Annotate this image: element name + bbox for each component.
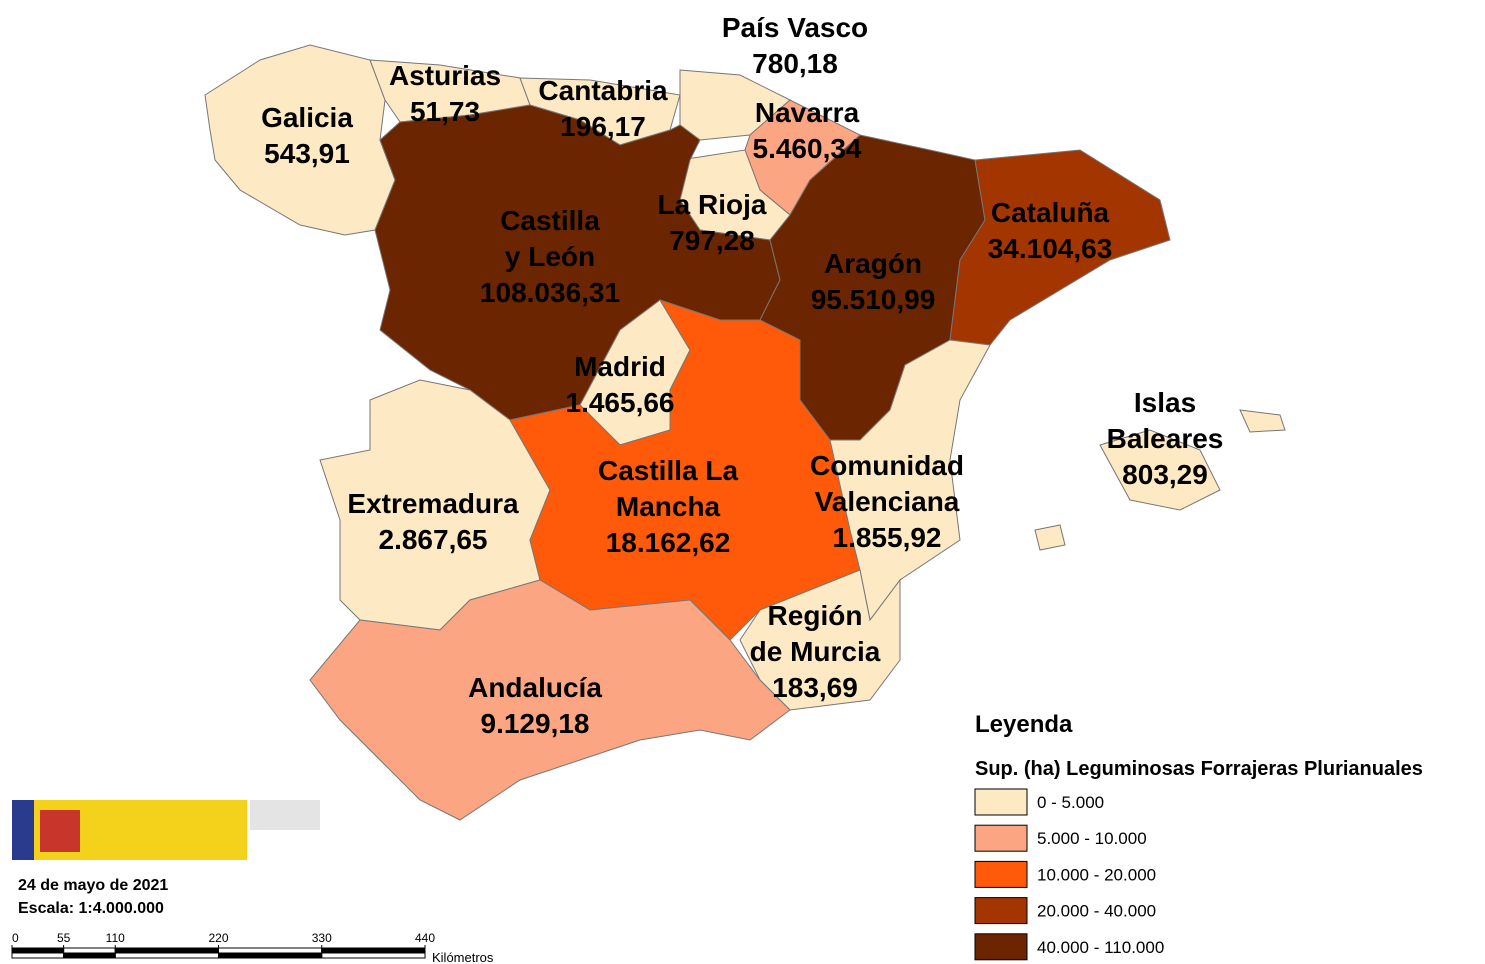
region-value: 1.855,92 [833, 522, 942, 553]
legend-swatch [974, 860, 1028, 888]
region-name: Madrid [574, 351, 666, 382]
region-name: Islas [1134, 387, 1196, 418]
logo-flag [12, 800, 34, 860]
scale-tick-label: 55 [57, 931, 71, 945]
region-shape [309, 579, 791, 821]
region-value: 51,73 [410, 96, 480, 127]
region-value: 803,29 [1122, 459, 1208, 490]
scale-segment [11, 952, 65, 959]
region-name: Extremadura [347, 488, 519, 519]
legend-label: 0 - 5.000 [1037, 793, 1104, 812]
region-name: Valenciana [815, 486, 960, 517]
scale-tick-label: 330 [312, 931, 332, 945]
scale-segment [114, 947, 219, 954]
region-name: Andalucía [468, 672, 602, 703]
scale-segment [218, 952, 323, 959]
legend-swatch [974, 788, 1028, 816]
region-value: 95.510,99 [811, 284, 936, 315]
scale-unit: Kilómetros [432, 950, 494, 964]
region-name: Región [768, 600, 863, 631]
region-shape [1099, 429, 1221, 511]
scale-segment [218, 947, 323, 954]
regions [204, 44, 1286, 821]
region-shape [1239, 409, 1286, 433]
legend-swatch [974, 897, 1028, 925]
region-name: Cataluña [991, 197, 1110, 228]
scale-bar: 0 55 110 220 330 440 [11, 931, 435, 959]
region-value: 1.465,66 [566, 387, 675, 418]
legend-label: 10.000 - 20.000 [1037, 865, 1156, 884]
scale-segment [321, 952, 426, 959]
region-name: Cantabria [538, 75, 668, 106]
region-name: La Rioja [658, 189, 767, 220]
scale-segment [11, 947, 65, 954]
date: 24 de mayo de 2021 [18, 877, 168, 894]
region-shape [679, 69, 791, 141]
region-name: Navarra [755, 97, 860, 128]
scale-tick-label: 440 [415, 931, 435, 945]
legend-label: 20.000 - 40.000 [1037, 902, 1156, 921]
region-value: 543,91 [264, 138, 350, 169]
region-name: Aragón [824, 248, 922, 279]
legend-label: 5.000 - 10.000 [1037, 829, 1147, 848]
region-name: Castilla [500, 205, 600, 236]
region-value: 183,69 [772, 672, 858, 703]
logo [12, 800, 320, 860]
region-name: Mancha [616, 491, 721, 522]
logo-shield [40, 810, 80, 852]
region-value: 5.460,34 [753, 133, 862, 164]
scale-segment [63, 952, 116, 959]
scale-tick-label: 220 [208, 931, 228, 945]
region-value: 2.867,65 [379, 524, 488, 555]
legend: 0 - 5.000 5.000 - 10.000 10.000 - 20.000 20… [974, 788, 1164, 961]
region-value: 18.162,62 [606, 527, 731, 558]
logo-gray [250, 800, 320, 830]
region-name: Comunidad [810, 450, 964, 481]
region-value: 34.104,63 [988, 233, 1113, 264]
legend-swatch [974, 824, 1028, 852]
legend-label: 40.000 - 110.000 [1037, 938, 1164, 957]
region-name: y León [505, 241, 595, 272]
legend-subtitle: Sup. (ha) Leguminosas Forrajeras Plurian… [975, 758, 1423, 780]
region-value: 780,18 [752, 48, 838, 79]
scale-tick-label: 110 [106, 931, 125, 945]
region-value: 9.129,18 [481, 708, 590, 739]
region-name: País Vasco [722, 12, 868, 43]
region-name: Galicia [261, 102, 353, 133]
region-labels: Galicia 543,91 Asturias 51,73 Cantabria 196,1… [261, 12, 1223, 739]
scale-segment [321, 947, 426, 954]
region-shape [1034, 524, 1066, 551]
region-name: Castilla La [598, 455, 738, 486]
region-shape [949, 149, 1171, 346]
legend-title: Leyenda [975, 711, 1073, 738]
region-name: Asturias [389, 60, 501, 91]
region-value: 108.036,31 [480, 277, 620, 308]
legend-swatch [974, 933, 1028, 961]
region-value: 196,17 [560, 111, 646, 142]
region-name: de Murcia [750, 636, 881, 667]
scale-segment [63, 947, 116, 954]
region-value: 797,28 [669, 225, 755, 256]
scale-text: Escala: 1:4.000.000 [18, 900, 164, 917]
region-name: Baleares [1107, 423, 1224, 454]
region-shape [739, 569, 901, 711]
scale-tick-label: 0 [12, 931, 19, 945]
scale-segment [114, 952, 219, 959]
